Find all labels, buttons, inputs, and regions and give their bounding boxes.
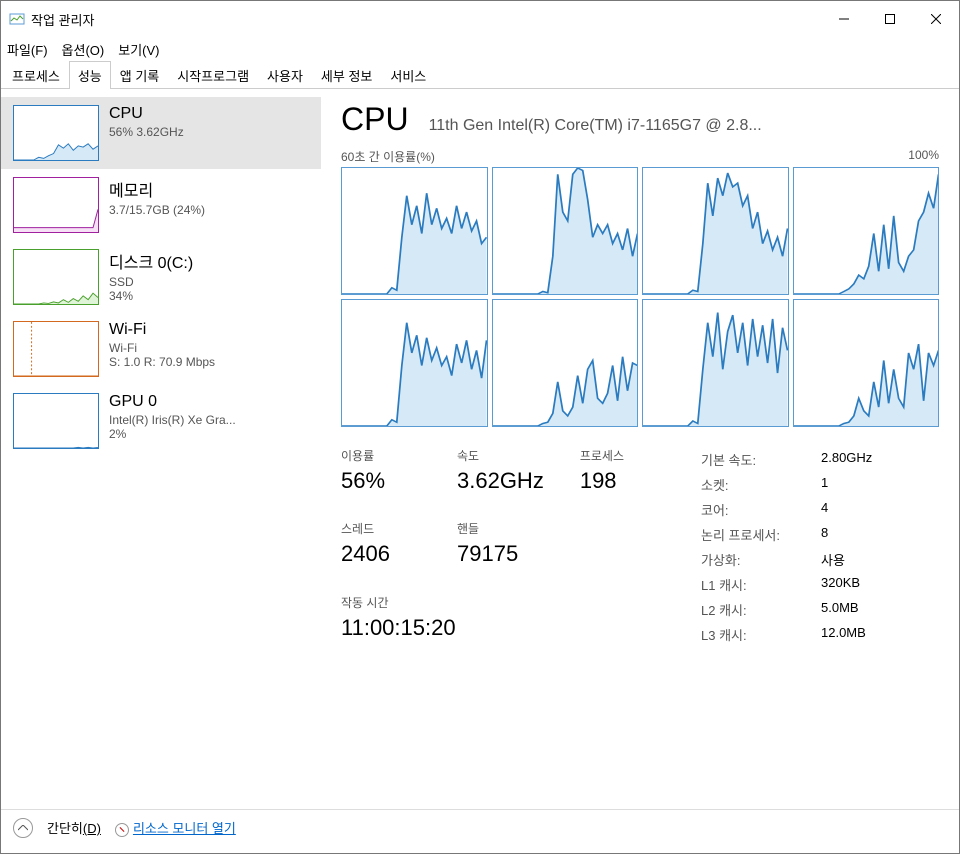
- core-chart-2: [642, 167, 789, 295]
- sidebar-title-cpu: CPU: [109, 105, 184, 123]
- cpu-model: 11th Gen Intel(R) Core(TM) i7-1165G7 @ 2…: [429, 117, 762, 135]
- sidebar-item-wifi[interactable]: Wi-FiWi-FiS: 1.0 R: 70.9 Mbps: [1, 313, 321, 385]
- core-chart-3: [793, 167, 940, 295]
- tab-0[interactable]: 프로세스: [3, 61, 69, 89]
- maximize-button[interactable]: [867, 1, 913, 37]
- tab-5[interactable]: 세부 정보: [312, 61, 381, 89]
- chart-caption-left: 60초 간 이용률(%): [341, 148, 435, 165]
- stat-1: 속도3.62GHz: [457, 447, 544, 500]
- sidebar-title-disk: 디스크 0(C:): [109, 249, 193, 273]
- menu-options[interactable]: 옵션(O): [62, 40, 105, 59]
- window-title: 작업 관리자: [31, 10, 94, 29]
- sidebar-thumb-memory: [13, 177, 99, 233]
- footer: 간단히(D) 리소스 모니터 열기: [1, 809, 959, 845]
- spec-row-5: L1 캐시:320KB: [701, 572, 872, 597]
- sidebar-item-cpu[interactable]: CPU 56% 3.62GHz: [1, 97, 321, 169]
- resource-monitor-icon: [115, 823, 129, 837]
- sidebar-sub-memory: 3.7/15.7GB (24%): [109, 203, 205, 217]
- cpu-core-grid[interactable]: [341, 167, 939, 427]
- spec-row-2: 코어:4: [701, 497, 872, 522]
- sidebar-sub-cpu: 56% 3.62GHz: [109, 125, 184, 139]
- sidebar-title-wifi: Wi-Fi: [109, 321, 215, 339]
- core-chart-5: [492, 299, 639, 427]
- tab-6[interactable]: 서비스: [381, 61, 435, 89]
- main-panel: CPU 11th Gen Intel(R) Core(TM) i7-1165G7…: [321, 89, 959, 809]
- taskmgr-icon: [9, 11, 25, 27]
- cpu-specs: 기본 속도:2.80GHz소켓:1코어:4논리 프로세서:8가상화:사용L1 캐…: [701, 447, 872, 647]
- core-chart-4: [341, 299, 488, 427]
- sidebar-thumb-wifi: [13, 321, 99, 377]
- core-chart-0: [341, 167, 488, 295]
- spec-row-1: 소켓:1: [701, 472, 872, 497]
- spec-row-0: 기본 속도:2.80GHz: [701, 447, 872, 472]
- sidebar-item-memory[interactable]: 메모리 3.7/15.7GB (24%): [1, 169, 321, 241]
- tab-2[interactable]: 앱 기록: [111, 61, 169, 89]
- spec-row-4: 가상화:사용: [701, 547, 872, 572]
- sidebar-sub-disk: SSD: [109, 275, 193, 289]
- sidebar-item-gpu[interactable]: GPU 0 Intel(R) Iris(R) Xe Gra...2%: [1, 385, 321, 457]
- spec-row-3: 논리 프로세서:8: [701, 522, 872, 547]
- sidebar-sub-wifi: Wi-Fi: [109, 341, 215, 355]
- sidebar: CPU 56% 3.62GHz 메모리 3.7/15.7GB (24%) 디스크 0(C…: [1, 89, 321, 809]
- close-button[interactable]: [913, 1, 959, 37]
- sidebar-sub-gpu: 2%: [109, 427, 236, 441]
- spec-row-6: L2 캐시:5.0MB: [701, 597, 872, 622]
- collapse-button[interactable]: [13, 818, 33, 838]
- sidebar-item-disk[interactable]: 디스크 0(C:) SSD34%: [1, 241, 321, 313]
- menubar: 파일(F) 옵션(O) 보기(V): [1, 37, 959, 61]
- menu-file[interactable]: 파일(F): [7, 40, 48, 59]
- stat-4: 핸들79175: [457, 520, 537, 573]
- titlebar: 작업 관리자: [1, 1, 959, 37]
- sidebar-sub-gpu: Intel(R) Iris(R) Xe Gra...: [109, 413, 236, 427]
- page-title: CPU: [341, 101, 409, 138]
- core-chart-1: [492, 167, 639, 295]
- sidebar-title-gpu: GPU 0: [109, 393, 236, 411]
- tab-3[interactable]: 시작프로그램: [168, 61, 258, 89]
- sidebar-thumb-gpu: [13, 393, 99, 449]
- tabbar: 프로세스성능앱 기록시작프로그램사용자세부 정보서비스: [1, 61, 959, 89]
- sidebar-thumb-cpu: [13, 105, 99, 161]
- stat-uptime: 작동 시간11:00:15:20: [341, 594, 661, 647]
- chart-caption-right: 100%: [908, 148, 939, 165]
- tab-1[interactable]: 성능: [69, 61, 111, 89]
- resource-monitor-link[interactable]: 리소스 모니터 열기: [115, 818, 236, 837]
- simple-view-toggle[interactable]: 간단히(D): [47, 818, 101, 837]
- sidebar-sub-wifi: S: 1.0 R: 70.9 Mbps: [109, 355, 215, 369]
- sidebar-thumb-disk: [13, 249, 99, 305]
- spec-row-7: L3 캐시:12.0MB: [701, 622, 872, 647]
- core-chart-7: [793, 299, 940, 427]
- sidebar-sub-disk: 34%: [109, 289, 193, 303]
- stat-2: 프로세스198: [580, 447, 660, 500]
- minimize-button[interactable]: [821, 1, 867, 37]
- stat-3: 스레드2406: [341, 520, 421, 573]
- tab-4[interactable]: 사용자: [258, 61, 312, 89]
- core-chart-6: [642, 299, 789, 427]
- stat-0: 이용률56%: [341, 447, 421, 500]
- sidebar-title-memory: 메모리: [109, 177, 205, 201]
- menu-view[interactable]: 보기(V): [118, 40, 159, 59]
